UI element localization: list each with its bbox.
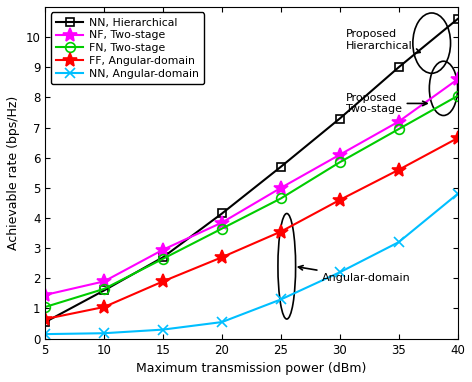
NN, Angular-domain [337,270,343,275]
NN, Hierarchical [101,288,107,293]
FN, Two-stage [42,305,48,309]
Legend: NN, Hierarchical, NF, Two-stage, FN, Two-stage, FF, Angular-domain, NN, Angular-: NN, Hierarchical, NF, Two-stage, FN, Two… [51,12,204,84]
Line: NN, Angular-domain: NN, Angular-domain [41,189,463,339]
NN, Angular-domain [101,331,107,335]
FF, Angular-domain [219,255,225,259]
FF, Angular-domain [455,136,461,141]
NF, Two-stage [101,279,107,284]
FF, Angular-domain [101,305,107,309]
NF, Two-stage [455,77,461,82]
FF, Angular-domain [42,317,48,321]
NN, Angular-domain [455,192,461,196]
NN, Angular-domain [219,320,225,324]
NN, Hierarchical [160,255,166,259]
NF, Two-stage [337,152,343,157]
Line: NN, Hierarchical: NN, Hierarchical [41,15,462,326]
NN, Angular-domain [42,332,48,337]
FN, Two-stage [337,160,343,165]
Text: Angular-domain: Angular-domain [298,265,411,283]
FN, Two-stage [101,286,107,291]
FN, Two-stage [278,196,284,201]
NF, Two-stage [396,119,402,124]
NN, Hierarchical [219,211,225,216]
Text: Proposed
Two-stage: Proposed Two-stage [346,93,427,114]
NF, Two-stage [42,293,48,297]
FF, Angular-domain [337,197,343,202]
X-axis label: Maximum transmission power (dBm): Maximum transmission power (dBm) [136,362,367,375]
FN, Two-stage [396,127,402,131]
NF, Two-stage [160,248,166,252]
NN, Hierarchical [278,165,284,169]
NN, Hierarchical [42,320,48,324]
NN, Angular-domain [160,327,166,332]
NF, Two-stage [219,220,225,225]
NN, Hierarchical [337,116,343,121]
NN, Angular-domain [396,240,402,244]
Line: FN, Two-stage: FN, Two-stage [41,91,463,312]
NF, Two-stage [278,186,284,190]
FF, Angular-domain [160,279,166,284]
Y-axis label: Achievable rate (bps/Hz): Achievable rate (bps/Hz) [7,96,20,250]
Line: FF, Angular-domain: FF, Angular-domain [38,131,464,326]
FN, Two-stage [455,94,461,98]
Line: NF, Two-stage: NF, Two-stage [38,72,464,302]
FN, Two-stage [219,226,225,231]
Text: Proposed
Hierarchical: Proposed Hierarchical [346,29,420,53]
FF, Angular-domain [278,229,284,234]
NN, Hierarchical [396,65,402,70]
FF, Angular-domain [396,167,402,172]
FN, Two-stage [160,256,166,261]
NN, Hierarchical [455,17,461,21]
NN, Angular-domain [278,297,284,302]
